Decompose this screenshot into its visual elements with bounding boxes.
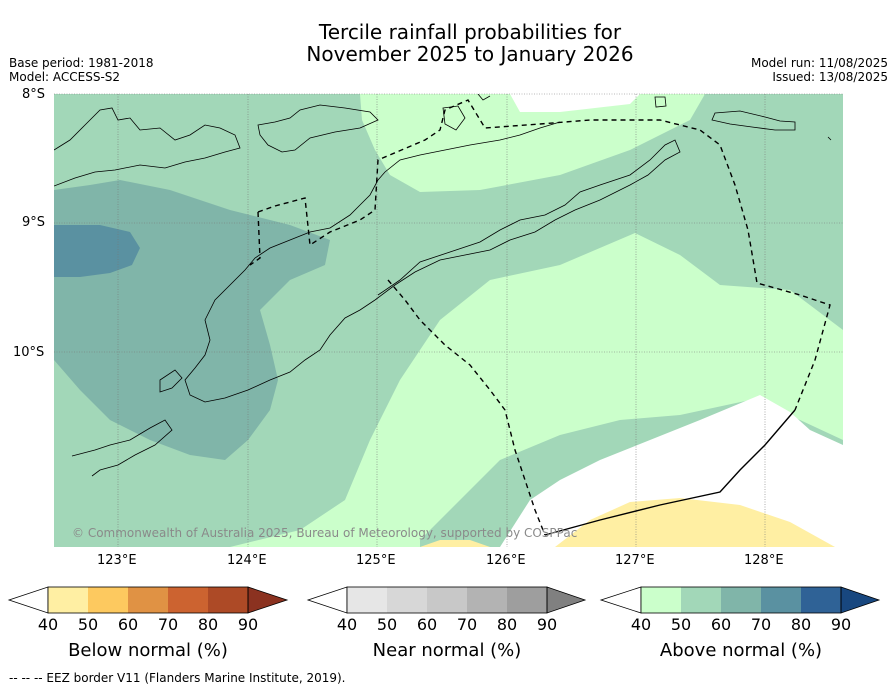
colorbars xyxy=(7,586,881,614)
lat-label-8s: 8°S xyxy=(22,87,46,102)
colorbar-3-tick: 70 xyxy=(750,615,772,634)
colorbar-3-label: Above normal (%) xyxy=(659,640,823,661)
coast-flores xyxy=(54,107,241,187)
colorbar-1-tick: 40 xyxy=(37,615,59,634)
colorbar-1-segment xyxy=(128,587,168,613)
colorbar-2-tick: 90 xyxy=(536,615,558,634)
coast-rote-sawu xyxy=(71,419,173,477)
colorbar-3-tick: 60 xyxy=(710,615,732,634)
field-above-40-south xyxy=(230,233,843,547)
probability-fields xyxy=(54,94,843,547)
lon-label-127e: 127°E xyxy=(615,553,655,568)
lon-label-126e: 126°E xyxy=(486,553,526,568)
colorbar-2-segment xyxy=(507,587,547,613)
colorbar-3-high-extend xyxy=(840,586,881,614)
colorbar-1-segment xyxy=(48,587,88,613)
colorbar-2-outline xyxy=(346,586,548,614)
lon-label-125e: 125°E xyxy=(356,553,396,568)
colorbar-2-high-extend xyxy=(546,586,587,614)
field-below-40-small xyxy=(420,540,490,547)
colorbar-2-label: Near normal (%) xyxy=(372,640,522,661)
model-run: Model run: 11/08/2025 xyxy=(750,56,888,70)
colorbar-1-segment xyxy=(88,587,128,613)
coast-atauro xyxy=(442,105,466,131)
issued-date: Issued: 13/08/2025 xyxy=(772,70,888,84)
colorbar-1-tick: 90 xyxy=(237,615,259,634)
colorbar-3-segment xyxy=(761,587,801,613)
colorbar-3-segment xyxy=(641,587,681,613)
colorbar-2-segment xyxy=(427,587,467,613)
coast-island-b xyxy=(827,136,832,141)
colorbar-2-segment xyxy=(387,587,427,613)
colorbar-1-low-extend xyxy=(7,586,49,614)
colorbar-1-label: Below normal (%) xyxy=(68,640,228,661)
colorbar-2-tick: 60 xyxy=(416,615,438,634)
colorbar-1-segment xyxy=(208,587,248,613)
colorbar-3-tick: 80 xyxy=(790,615,812,634)
eez-west xyxy=(249,211,261,266)
copyright-notice: © Commonwealth of Australia 2025, Bureau… xyxy=(72,526,578,540)
coast-wetar-tip xyxy=(477,94,491,101)
colorbar-1-high-extend xyxy=(247,586,289,614)
colorbar-2-tick: 50 xyxy=(376,615,398,634)
chart-title-line-2: November 2025 to January 2026 xyxy=(306,42,634,66)
colorbar-2-segment xyxy=(467,587,507,613)
colorbar-3-segment xyxy=(801,587,841,613)
colorbar-1-tick: 60 xyxy=(117,615,139,634)
colorbar-1-tick: 50 xyxy=(77,615,99,634)
colorbar-3-segment xyxy=(721,587,761,613)
colorbar-2-tick: 70 xyxy=(456,615,478,634)
model-name: Model: ACCESS-S2 xyxy=(9,70,121,84)
colorbar-3-tick: 40 xyxy=(630,615,652,634)
eez-footer-note: -- -- -- EEZ border V11 (Flanders Marine… xyxy=(9,671,346,685)
coast-semau xyxy=(159,369,183,393)
field-normal-southeast xyxy=(500,395,843,547)
colorbar-1-tick: 70 xyxy=(157,615,179,634)
eez-north xyxy=(257,99,831,411)
field-normal-north xyxy=(510,94,640,112)
colorbar-3-tick: 90 xyxy=(830,615,852,634)
eez-solid-border xyxy=(544,409,796,536)
meta-left: Base period: 1981-2018 Model: ACCESS-S2 xyxy=(9,56,154,84)
lon-label-124e: 124°E xyxy=(227,553,267,568)
coastlines xyxy=(54,94,832,477)
lon-label-128e: 128°E xyxy=(744,553,784,568)
lat-label-10s: 10°S xyxy=(13,345,45,360)
lat-label-9s: 9°S xyxy=(22,215,46,230)
colorbar-3-tick: 50 xyxy=(670,615,692,634)
colorbar-3-outline xyxy=(640,586,842,614)
lon-label-123e: 123°E xyxy=(97,553,137,568)
meta-right: Model run: 11/08/2025 Issued: 13/08/2025 xyxy=(751,56,888,84)
colorbar-1-tick: 80 xyxy=(197,615,219,634)
field-above-40-north xyxy=(360,94,705,192)
field-above-70 xyxy=(54,225,140,277)
colorbar-1-outline xyxy=(47,586,249,614)
coast-timor xyxy=(184,121,681,403)
colorbar-2-tick: 40 xyxy=(336,615,358,634)
eez-borders xyxy=(249,99,831,536)
colorbar-3-segment xyxy=(681,587,721,613)
coast-alor-pantar xyxy=(257,104,379,153)
colorbar-3-low-extend xyxy=(599,586,642,614)
colorbar-2-segment xyxy=(347,587,387,613)
colorbar-2-tick: 80 xyxy=(496,615,518,634)
coast-island-a xyxy=(654,96,667,108)
colorbar-1-segment xyxy=(168,587,208,613)
base-period: Base period: 1981-2018 xyxy=(9,56,154,70)
chart-title-line-1: Tercile rainfall probabilities for xyxy=(318,20,622,44)
coast-babar xyxy=(711,110,796,131)
colorbar-2-low-extend xyxy=(306,586,348,614)
